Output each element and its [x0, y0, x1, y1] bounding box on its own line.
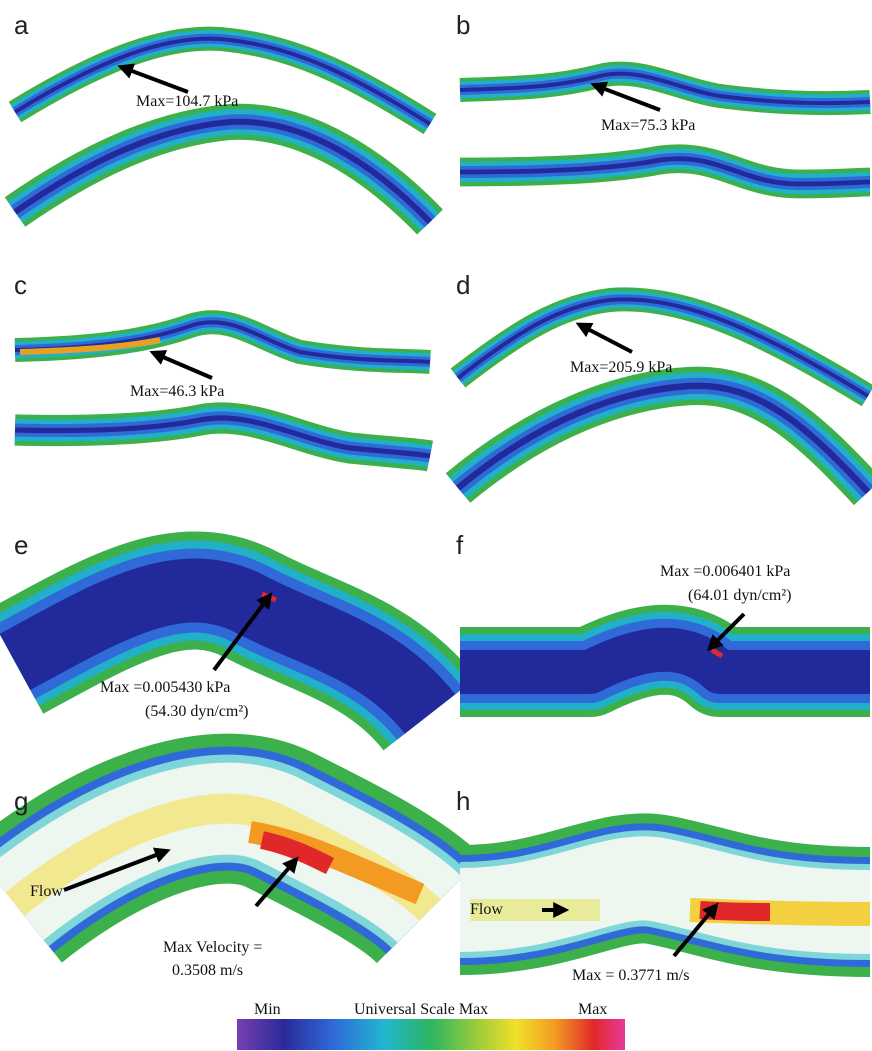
panel-letter: e [14, 530, 28, 560]
panel-letter: b [456, 10, 470, 40]
annotation: Max = 0.3771 m/s [572, 967, 689, 984]
annotation: Max =0.005430 kPa [100, 679, 230, 696]
color-scale-bar [237, 1019, 625, 1050]
panel-letter: h [456, 786, 470, 816]
annotation: Max=46.3 kPa [130, 383, 224, 400]
arrow [156, 354, 212, 378]
annotation: Max=104.7 kPa [136, 93, 238, 110]
arrow [582, 326, 632, 352]
annotation: Max=205.9 kPa [570, 359, 672, 376]
flow-label: Flow [470, 901, 503, 918]
annotation: Max=75.3 kPa [601, 117, 695, 134]
figure: a b c d e f g h Max=104.7 kPa Max=75.3 k… [0, 0, 872, 1051]
panel-letter: c [14, 270, 27, 300]
flow-label: Flow [30, 883, 63, 900]
scale-min-label: Min [254, 1001, 281, 1018]
vessel-plots [15, 39, 870, 914]
scale-max-label: Max [578, 1001, 607, 1018]
annotation: (54.30 dyn/cm²) [145, 703, 248, 720]
scale-title: Universal Scale Max [354, 1001, 488, 1018]
panel-letter: f [456, 530, 464, 560]
panel-letter: a [14, 10, 29, 40]
annotation: (64.01 dyn/cm²) [688, 587, 791, 604]
panel-letter: g [14, 786, 28, 816]
annotation: Max Velocity = [163, 939, 262, 956]
panel-letter: d [456, 270, 470, 300]
annotation: Max =0.006401 kPa [660, 563, 790, 580]
vessel-layer [460, 650, 870, 672]
arrow [124, 68, 188, 92]
annotation: 0.3508 m/s [172, 962, 243, 979]
